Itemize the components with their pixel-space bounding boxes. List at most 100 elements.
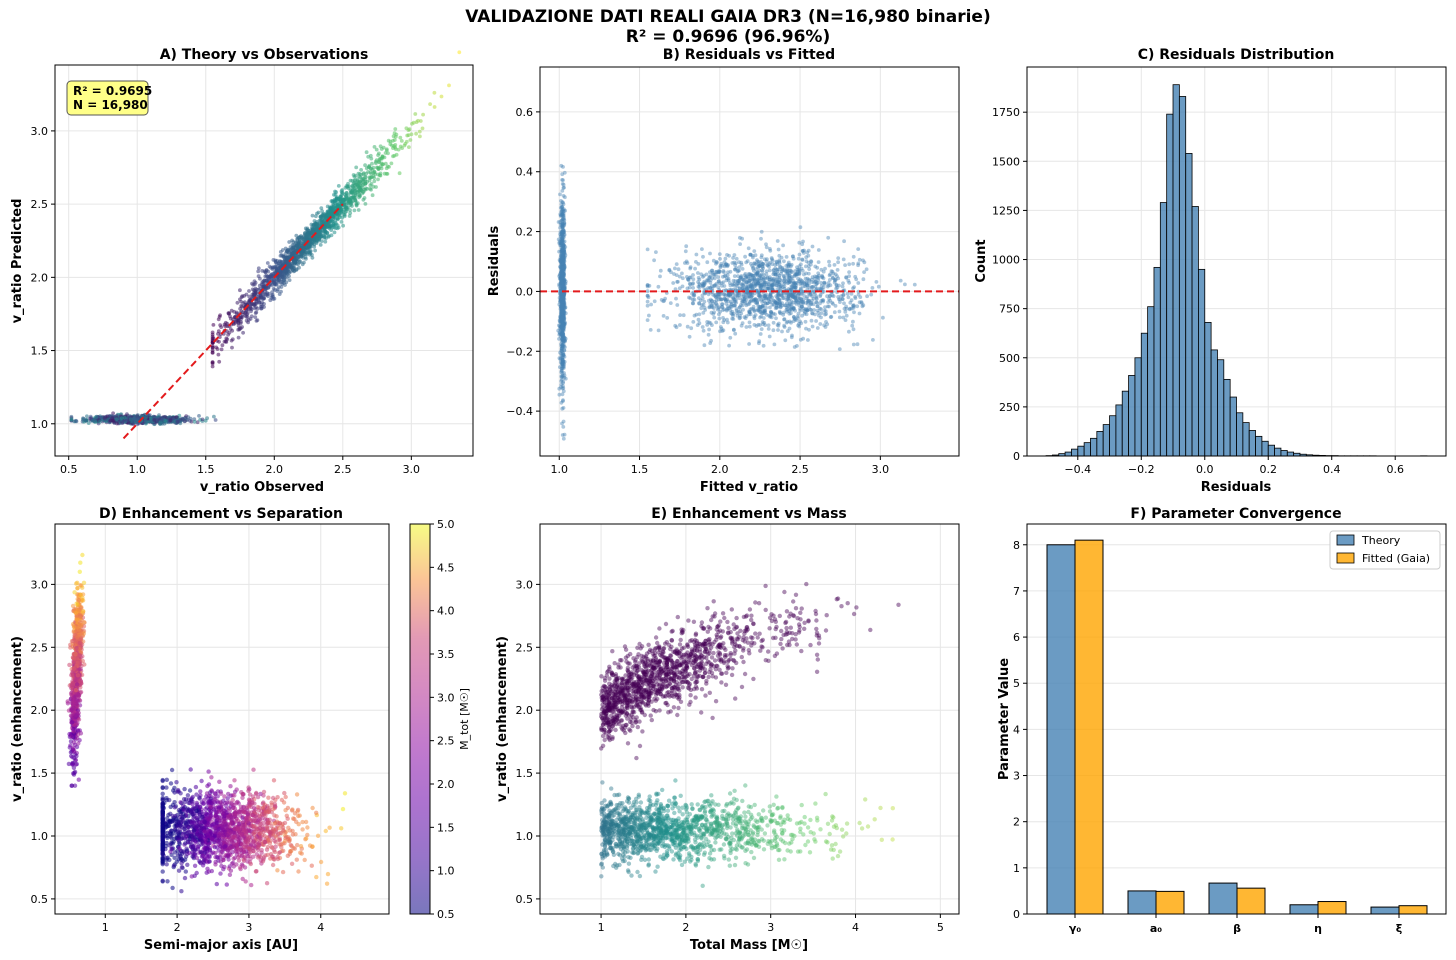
scatter-point [814, 296, 819, 300]
panel-a-annotation: R² = 0.9695 N = 16,980 [66, 80, 152, 116]
scatter-point [378, 171, 383, 176]
panel-b-title: B) Residuals vs Fitted [663, 47, 835, 63]
scatter-point [832, 310, 837, 315]
scatter-point [256, 266, 261, 271]
histogram-bar [1236, 412, 1244, 457]
scatter-point [800, 279, 805, 284]
scatter-point [698, 298, 703, 303]
scatter-point [217, 359, 222, 364]
scatter-point [120, 421, 125, 425]
scatter-point [768, 260, 772, 265]
scatter-point [428, 102, 432, 106]
scatter-point [678, 313, 682, 317]
scatter-point [708, 274, 713, 278]
scatter-point [837, 315, 842, 320]
scatter-point [561, 353, 566, 357]
scatter-point [822, 308, 827, 313]
scatter-point [356, 208, 361, 212]
scatter-point [408, 138, 413, 142]
scatter-point [803, 319, 808, 324]
scatter-point [870, 286, 875, 290]
scatter-point [782, 317, 787, 322]
scatter-point [314, 241, 319, 246]
scatter-point [836, 295, 841, 299]
scatter-point [813, 285, 818, 289]
scatter-point [799, 292, 803, 297]
scatter-point [830, 293, 835, 298]
scatter-point [671, 281, 676, 285]
scatter-point [333, 218, 338, 223]
histogram-bar [1274, 447, 1282, 457]
scatter-point [857, 311, 862, 316]
scatter-point [722, 307, 726, 312]
scatter-point [645, 303, 650, 308]
scatter-point [738, 309, 743, 313]
scatter-point [775, 239, 780, 243]
scatter-point [718, 257, 722, 261]
scatter-point [83, 418, 88, 423]
y-tick-label: 0.6 [516, 106, 534, 119]
scatter-point [717, 316, 722, 321]
scatter-point [696, 275, 701, 280]
scatter-point [673, 323, 678, 328]
scatter-point [706, 332, 711, 337]
scatter-point [229, 308, 234, 313]
scatter-point [813, 279, 817, 284]
scatter-point [752, 323, 757, 327]
scatter-point [832, 263, 837, 267]
scatter-point [411, 120, 416, 125]
scatter-point [731, 283, 736, 288]
scatter-point [681, 313, 686, 318]
scatter-point [725, 273, 730, 277]
scatter-point [855, 304, 860, 309]
scatter-point [332, 230, 337, 235]
scatter-point [350, 190, 354, 195]
scatter-point [337, 213, 342, 218]
scatter-point [236, 319, 241, 323]
scatter-point [828, 283, 833, 288]
scatter-point [860, 304, 865, 309]
scatter-point [402, 143, 407, 148]
scatter-point [804, 264, 808, 269]
scatter-point [279, 289, 283, 294]
scatter-point [684, 259, 689, 264]
scatter-point [561, 359, 566, 364]
scatter-point [722, 260, 727, 265]
scatter-point [787, 302, 792, 306]
scatter-point [705, 260, 710, 265]
scatter-point [731, 311, 736, 316]
scatter-point [859, 301, 864, 305]
scatter-point [313, 225, 318, 230]
scatter-point [687, 334, 692, 339]
histogram-bar [1261, 440, 1269, 457]
scatter-point [767, 334, 772, 339]
scatter-point [240, 315, 245, 319]
scatter-point [235, 300, 240, 305]
scatter-point [102, 416, 107, 420]
scatter-point [912, 282, 917, 287]
scatter-point [712, 276, 717, 281]
scatter-point [331, 214, 336, 219]
x-tick-label: 0.0 [1196, 463, 1214, 476]
scatter-point [841, 257, 846, 262]
scatter-point [382, 155, 387, 160]
y-tick-label: 1250 [992, 204, 1020, 217]
scatter-point [312, 244, 317, 249]
scatter-point [810, 244, 815, 249]
scatter-point [560, 189, 565, 193]
scatter-point [321, 211, 326, 216]
scatter-point [780, 293, 785, 298]
panel-c-xlabel: Residuals [1201, 480, 1272, 495]
scatter-point [439, 94, 444, 99]
scatter-point [728, 283, 733, 288]
scatter-point [292, 269, 296, 274]
scatter-point [759, 236, 763, 241]
y-tick-label: 750 [999, 303, 1020, 316]
scatter-point [725, 253, 729, 257]
scatter-point [774, 316, 778, 321]
y-tick-label: −0.4 [506, 405, 533, 418]
scatter-point [856, 261, 861, 266]
scatter-point [831, 271, 836, 276]
scatter-point [702, 343, 707, 348]
scatter-point [558, 192, 562, 197]
